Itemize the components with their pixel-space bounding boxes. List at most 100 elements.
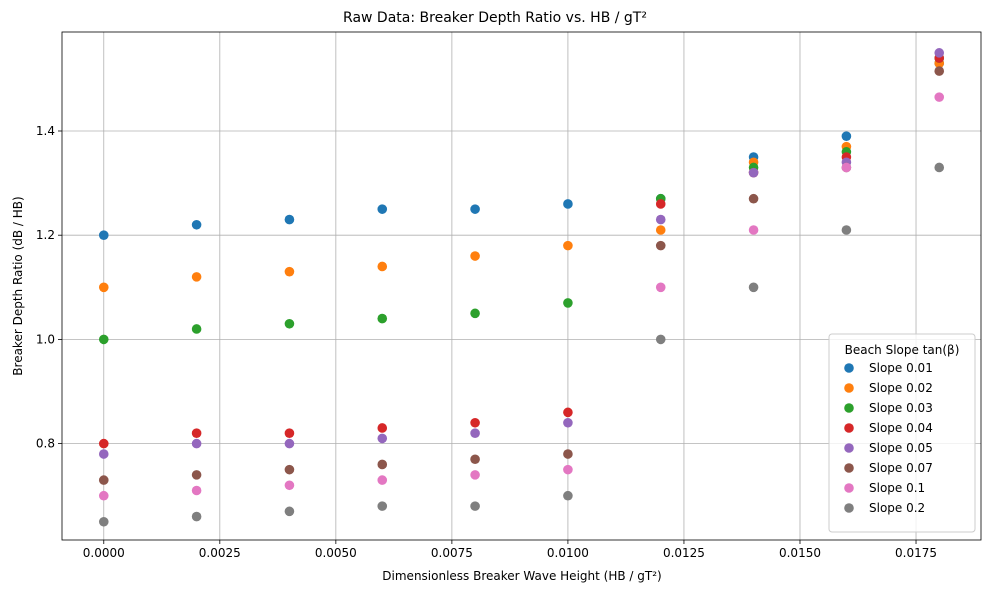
legend-marker <box>844 383 854 393</box>
data-point <box>98 475 109 485</box>
x-tick-label: 0.0175 <box>895 546 937 560</box>
data-point <box>841 131 852 142</box>
data-point <box>655 334 666 345</box>
legend-label: Slope 0.04 <box>869 421 933 435</box>
data-point <box>655 199 666 209</box>
x-tick-label: 0.0100 <box>547 546 589 560</box>
data-point <box>563 407 573 418</box>
y-tick-label: 1.2 <box>36 228 55 242</box>
y-tick-label: 1.4 <box>36 124 55 138</box>
legend-label: Slope 0.01 <box>869 361 933 375</box>
data-point <box>655 225 666 235</box>
data-points <box>98 48 945 527</box>
data-point <box>563 298 573 308</box>
data-point <box>748 225 759 235</box>
chart-title: Raw Data: Breaker Depth Ratio vs. HB / g… <box>343 10 647 26</box>
data-point <box>470 251 480 261</box>
data-point <box>563 464 573 475</box>
data-point <box>191 511 202 522</box>
data-point <box>563 449 573 459</box>
data-point <box>470 204 480 214</box>
data-point <box>191 485 202 496</box>
data-point <box>655 214 666 225</box>
legend-marker <box>844 423 854 433</box>
data-point <box>284 506 295 517</box>
data-point <box>377 261 388 272</box>
legend-box <box>828 333 976 533</box>
y-tick-label: 1.0 <box>36 332 55 346</box>
series-slope-0.01 <box>98 58 945 240</box>
data-point <box>470 470 480 480</box>
series-slope-0.07 <box>98 66 945 485</box>
series-slope-0.02 <box>98 58 945 293</box>
series-slope-0.04 <box>98 53 945 449</box>
grid <box>62 32 981 540</box>
legend-marker <box>844 503 854 513</box>
series-slope-0.05 <box>98 48 945 459</box>
y-tick-label: 0.8 <box>36 437 55 451</box>
data-point <box>563 417 573 428</box>
data-point <box>748 193 759 204</box>
axis-ticks: 0.0000 0.0025 0.0050 0.0075 0.0100 0.0125 0.01… <box>36 124 937 560</box>
data-point <box>98 230 109 240</box>
data-point <box>284 464 295 475</box>
legend-items: Slope 0.01 Slope 0.02 Slope 0.03 Slope 0.04… <box>844 361 933 515</box>
x-axis-label: Dimensionless Breaker Wave Height (HB / … <box>382 569 661 583</box>
data-point <box>191 272 202 282</box>
data-point <box>284 480 295 491</box>
data-point <box>470 308 480 319</box>
x-tick-label: 0.0025 <box>199 546 241 560</box>
legend-marker <box>844 363 854 373</box>
data-point <box>284 318 295 329</box>
data-point <box>377 423 388 433</box>
legend-label: Slope 0.2 <box>869 501 925 515</box>
data-point <box>284 266 295 277</box>
data-point <box>655 240 666 251</box>
data-point <box>377 433 388 444</box>
plot-frame <box>61 31 982 541</box>
data-point <box>191 438 202 449</box>
data-point <box>377 459 388 470</box>
data-point <box>191 219 202 230</box>
data-point <box>377 501 388 511</box>
legend-marker <box>844 463 854 473</box>
x-tick-label: 0.0075 <box>431 546 473 560</box>
data-point <box>377 475 388 485</box>
legend-label: Slope 0.02 <box>869 381 933 395</box>
legend-label: Slope 0.07 <box>869 461 933 475</box>
x-tick-label: 0.0050 <box>315 546 357 560</box>
x-tick-label: 0.0000 <box>83 546 125 560</box>
data-point <box>470 428 480 438</box>
y-axis-label: Breaker Depth Ratio (dB / HB) <box>11 196 25 375</box>
legend-marker <box>844 443 854 453</box>
data-point <box>470 454 480 465</box>
data-point <box>191 470 202 480</box>
data-point <box>377 204 388 214</box>
x-tick-label: 0.0150 <box>779 546 821 560</box>
data-point <box>934 92 945 102</box>
data-point <box>563 199 573 209</box>
data-point <box>655 282 666 293</box>
data-point <box>563 240 573 251</box>
legend-title: Beach Slope tan(β) <box>845 343 960 357</box>
series-slope-0.03 <box>98 53 945 345</box>
legend-label: Slope 0.1 <box>869 481 925 495</box>
data-point <box>563 490 573 501</box>
data-point <box>98 282 109 293</box>
legend-label: Slope 0.05 <box>869 441 933 455</box>
legend-marker <box>844 403 854 413</box>
data-point <box>470 417 480 428</box>
legend: Beach Slope tan(β) Slope 0.01 Slope 0.02 S… <box>828 333 976 533</box>
data-point <box>98 449 109 459</box>
data-point <box>841 162 852 173</box>
data-point <box>98 516 109 527</box>
data-point <box>191 428 202 438</box>
data-point <box>191 324 202 334</box>
data-point <box>934 66 945 76</box>
data-point <box>284 428 295 438</box>
data-point <box>98 334 109 345</box>
series-slope-0.2 <box>98 162 945 527</box>
data-point <box>284 438 295 449</box>
